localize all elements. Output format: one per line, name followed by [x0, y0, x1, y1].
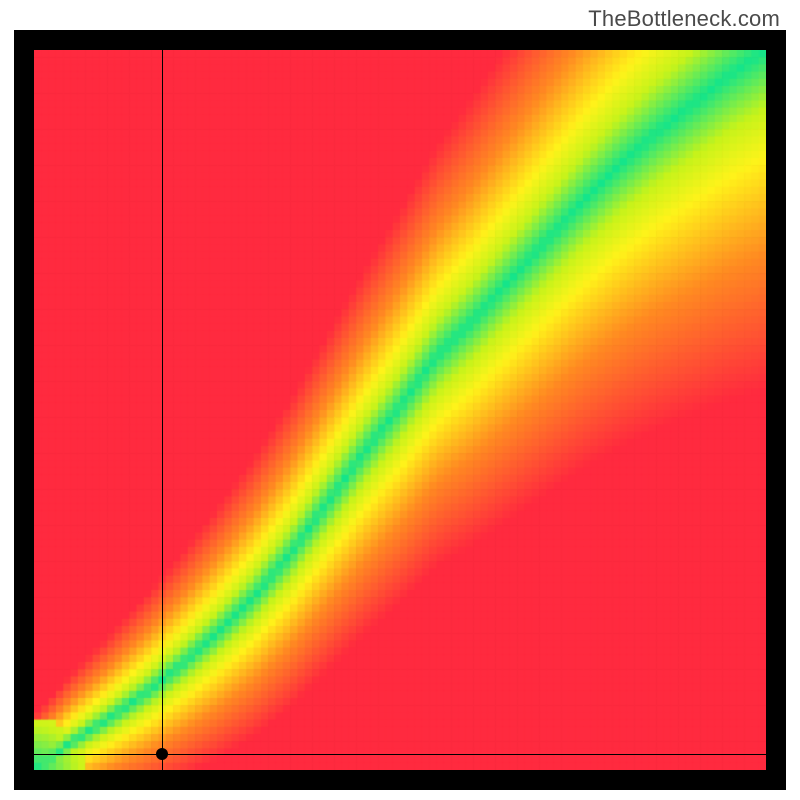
- chart-container: TheBottleneck.com: [0, 0, 800, 800]
- crosshair-horizontal: [34, 754, 766, 755]
- heatmap-plot: [34, 50, 766, 770]
- crosshair-vertical: [162, 50, 163, 770]
- watermark-text: TheBottleneck.com: [588, 6, 780, 32]
- marker-dot: [156, 748, 168, 760]
- heatmap-canvas: [34, 50, 766, 770]
